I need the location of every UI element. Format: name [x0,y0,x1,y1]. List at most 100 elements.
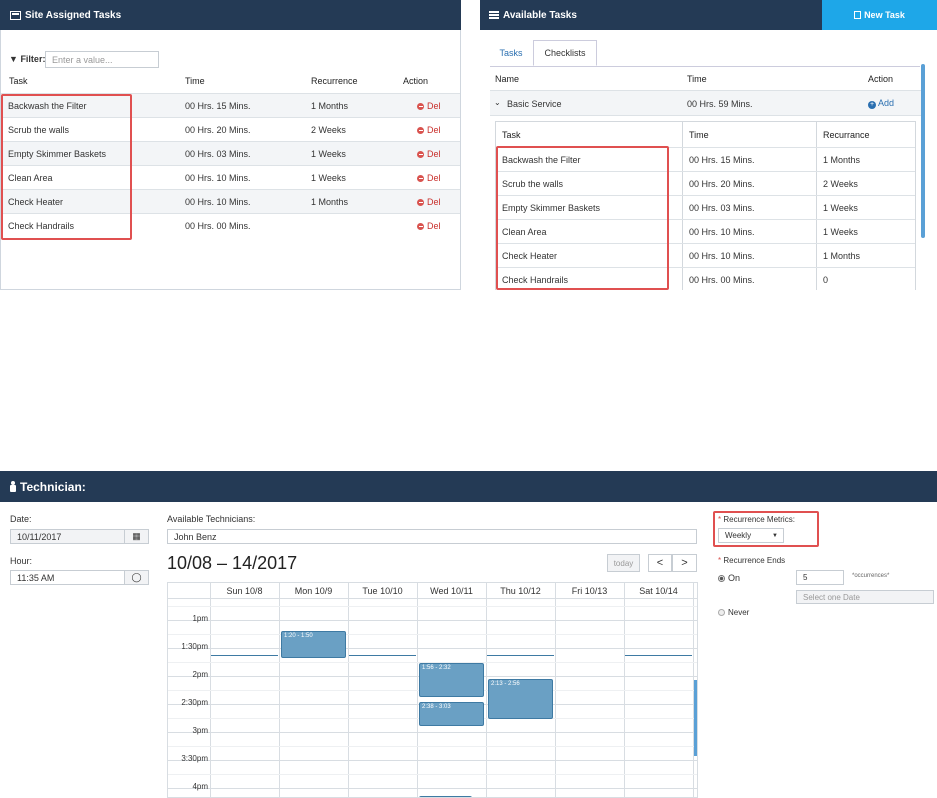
table-row: Clean Area 00 Hrs. 10 Mins. 1 Weeks Del [1,165,460,189]
time-indicator-line [487,655,554,656]
table-row: Backwash the Filter 00 Hrs. 15 Mins. 1 M… [1,93,460,117]
end-date-input[interactable]: Select one Date [796,590,934,604]
occurrences-input[interactable]: 5 [796,570,844,585]
calendar-icon[interactable]: ▦ [124,529,149,544]
occurrences-label: *occurrences* [852,573,890,579]
list-item: Clean Area 00 Hrs. 10 Mins. 1 Weeks [496,219,915,243]
day-header: Fri 10/13 [571,586,608,596]
prev-week-button[interactable]: < [648,554,672,572]
recurrence-metrics-label: * Recurrence Metrics: [718,515,795,524]
add-button[interactable]: + Add [868,98,895,109]
minus-circle-icon [417,198,424,206]
tab-divider [490,66,920,67]
filter-input[interactable]: Enter a value... [45,51,159,68]
technician-section: Technician: Date: 10/11/2017 ▦ Hour: 11:… [0,471,937,798]
recurrence-metrics-select[interactable]: Weekly ▼ [718,528,784,543]
task-recurrence: 1 Months [311,196,349,207]
calendar-event[interactable]: 2:38 - 3:03 [419,702,484,726]
time-label: 4pm [192,782,208,791]
delete-button[interactable]: Del [417,101,441,111]
task-recurrence: 1 Weeks [311,172,346,183]
date-label: Date: [10,514,32,524]
col-header-name: Name [495,74,520,84]
sub-header-task: Task [502,130,521,140]
sub-task-recurrence: 1 Months [823,154,861,165]
available-tasks-title: Available Tasks [503,9,577,21]
sub-task-recurrence: 0 [823,274,829,285]
delete-button[interactable]: Del [417,221,441,231]
checklist-time: 00 Hrs. 59 Mins. [687,99,753,109]
technician-select[interactable]: John Benz [167,529,697,544]
available-tasks-body: Tasks Checklists Name Time Action ⌄ Basi… [480,30,925,290]
site-assigned-tasks-panel: Site Assigned Tasks ▼ Filter: Enter a va… [0,0,461,290]
tab-tasks[interactable]: Tasks [499,48,523,58]
calendar-event[interactable]: 1:20 - 1:50 [281,631,346,658]
hour-input[interactable]: 11:35 AM [10,570,125,585]
time-label: 2pm [192,670,208,679]
table-row: Empty Skimmer Baskets 00 Hrs. 03 Mins. 1… [1,141,460,165]
list-item: Check Handrails 00 Hrs. 00 Mins. 0 [496,267,915,291]
checklist-subtable: Task Time Recurrance Backwash the Filter… [495,121,916,290]
grid-line [168,648,697,649]
delete-button[interactable]: Del [417,125,441,135]
scrollbar[interactable] [921,64,925,238]
checklist-row[interactable]: ⌄ Basic Service 00 Hrs. 59 Mins. + Add [490,90,923,116]
calendar-event[interactable]: 1:56 - 2:32 [419,663,484,697]
time-label: 2:30pm [181,698,208,707]
sub-task-name: Scrub the walls [502,178,564,189]
delete-button[interactable]: Del [417,149,441,159]
sub-task-name: Backwash the Filter [502,154,581,165]
list-item: Scrub the walls 00 Hrs. 20 Mins. 2 Weeks [496,171,915,195]
sub-task-time: 00 Hrs. 10 Mins. [689,250,755,261]
radio-checked-icon [718,574,725,582]
calendar-event-partial[interactable] [419,796,472,797]
new-task-button[interactable]: New Task [822,0,937,30]
sub-task-time: 00 Hrs. 03 Mins. [689,202,755,213]
person-icon [10,481,16,492]
tab-checklists[interactable]: Checklists [533,40,597,66]
sub-task-name: Empty Skimmer Baskets [502,202,601,213]
task-time: 00 Hrs. 15 Mins. [185,100,251,111]
technician-header: Technician: [0,471,937,502]
chevron-down-icon[interactable]: ⌄ [494,98,501,107]
new-task-icon [854,11,862,19]
technician-title: Technician: [20,479,86,494]
filter-label: ▼ Filter: [9,54,46,64]
col-header-time: Time [687,74,707,84]
clock-icon[interactable]: ◯ [124,570,149,585]
task-recurrence: 1 Months [311,100,349,111]
site-tasks-title: Site Assigned Tasks [25,9,122,21]
highlight-box [1,94,132,240]
calendar-event[interactable]: 2:13 - 2:56 [488,679,553,719]
sub-task-name: Check Handrails [502,274,569,285]
delete-button[interactable]: Del [417,173,441,183]
day-header: Sat 10/14 [639,586,678,596]
site-tasks-header: Site Assigned Tasks [0,0,461,30]
task-recurrence: 1 Weeks [311,148,346,159]
filter-icon: ▼ [9,54,18,64]
next-week-button[interactable]: > [672,554,697,572]
table-row: Check Heater 00 Hrs. 10 Mins. 1 Months D… [1,189,460,213]
task-time: 00 Hrs. 20 Mins. [185,124,251,135]
grid-line [168,760,697,761]
highlight-box [496,146,669,290]
calendar-day-header: Sun 10/8 Mon 10/9 Tue 10/10 Wed 10/11 Th… [168,583,697,599]
ends-on-radio[interactable]: On [718,573,740,583]
ends-never-radio[interactable]: Never [718,608,749,617]
time-indicator-line [211,655,278,656]
today-button[interactable]: today [607,554,640,572]
task-time: 00 Hrs. 10 Mins. [185,172,251,183]
col-header-time: Time [185,76,205,86]
time-indicator-line [625,655,692,656]
sub-task-recurrence: 1 Weeks [823,202,858,213]
date-input[interactable]: 10/11/2017 [10,529,125,544]
sub-task-time: 00 Hrs. 10 Mins. [689,226,755,237]
task-name: Scrub the walls [8,124,70,135]
day-header: Mon 10/9 [294,586,333,596]
scrollbar[interactable] [694,680,697,756]
col-header-recurrence: Recurrence [311,76,358,86]
delete-button[interactable]: Del [417,197,441,207]
calendar-range-title: 10/08 – 14/2017 [167,553,298,573]
day-header: Tue 10/10 [362,586,403,596]
minus-circle-icon [417,150,424,158]
